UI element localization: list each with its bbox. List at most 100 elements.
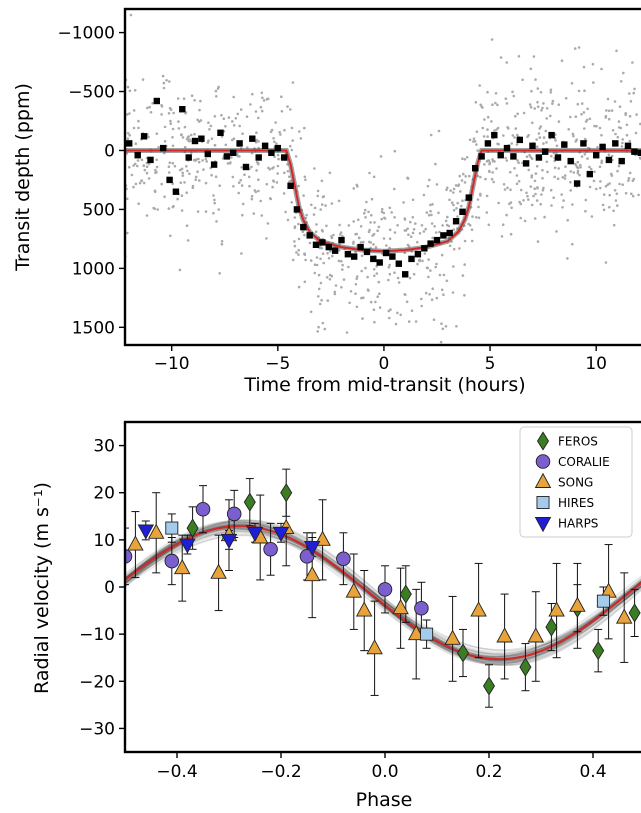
transit-raw-point bbox=[252, 212, 256, 215]
transit-raw-point bbox=[190, 94, 194, 97]
transit-raw-point bbox=[584, 209, 587, 213]
transit-raw-point bbox=[192, 158, 196, 162]
transit-raw-point bbox=[519, 216, 522, 220]
transit-raw-point bbox=[557, 167, 560, 170]
transit-raw-point bbox=[502, 134, 505, 137]
transit-raw-point bbox=[411, 198, 415, 202]
transit-raw-point bbox=[405, 300, 409, 304]
rv-point-feros bbox=[399, 584, 412, 604]
transit-binned-point bbox=[306, 232, 313, 239]
transit-raw-point bbox=[379, 155, 383, 158]
transit-raw-point bbox=[312, 213, 316, 216]
rv-legend-marker-feros bbox=[536, 431, 550, 451]
transit-raw-point bbox=[160, 113, 163, 116]
transit-raw-point bbox=[555, 144, 559, 148]
transit-raw-point bbox=[325, 276, 329, 279]
transit-raw-point bbox=[438, 273, 442, 277]
transit-raw-point bbox=[426, 184, 430, 188]
transit-raw-point bbox=[213, 201, 216, 205]
transit-raw-point bbox=[397, 281, 401, 284]
transit-raw-point bbox=[444, 219, 448, 223]
transit-raw-point bbox=[356, 185, 359, 188]
transit-raw-point bbox=[338, 223, 341, 227]
rv-point-song bbox=[527, 627, 545, 643]
transit-raw-point bbox=[563, 177, 567, 180]
transit-raw-point bbox=[222, 117, 226, 120]
transit-raw-point bbox=[273, 140, 276, 143]
transit-raw-point bbox=[147, 177, 151, 180]
transit-raw-point bbox=[621, 141, 624, 145]
transit-raw-point bbox=[320, 247, 324, 250]
transit-binned-point bbox=[433, 236, 441, 244]
transit-raw-point bbox=[328, 273, 332, 277]
rv-x-tick-label: −0.4 bbox=[156, 762, 197, 782]
transit-raw-point bbox=[459, 190, 462, 193]
transit-raw-point bbox=[199, 99, 202, 103]
transit-raw-point bbox=[352, 242, 355, 245]
transit-raw-point bbox=[502, 183, 506, 186]
transit-raw-point bbox=[268, 168, 272, 171]
transit-raw-point bbox=[147, 162, 151, 166]
transit-raw-point bbox=[239, 178, 242, 182]
transit-raw-point bbox=[380, 207, 384, 211]
transit-y-tick-label: 500 bbox=[83, 200, 115, 220]
rv-point-song bbox=[569, 596, 586, 612]
transit-raw-point bbox=[473, 140, 477, 143]
transit-raw-point bbox=[319, 208, 323, 211]
transit-raw-point bbox=[182, 97, 186, 100]
transit-raw-point bbox=[439, 340, 443, 344]
transit-raw-point bbox=[564, 97, 568, 100]
transit-raw-point bbox=[297, 248, 301, 252]
transit-raw-point bbox=[546, 170, 549, 174]
transit-raw-point bbox=[591, 62, 595, 66]
transit-raw-point bbox=[515, 174, 519, 177]
transit-raw-point bbox=[215, 95, 218, 98]
transit-binned-point bbox=[185, 154, 192, 161]
rv-point-song bbox=[147, 523, 165, 539]
transit-raw-point bbox=[205, 160, 208, 163]
transit-raw-point bbox=[240, 166, 243, 169]
transit-raw-point bbox=[478, 84, 482, 87]
transit-binned-point bbox=[249, 135, 256, 142]
transit-raw-point bbox=[534, 78, 537, 81]
transit-raw-point bbox=[479, 192, 482, 196]
transit-raw-point bbox=[481, 106, 484, 109]
transit-raw-point bbox=[324, 204, 327, 207]
transit-raw-point bbox=[399, 313, 403, 317]
transit-raw-point bbox=[177, 127, 181, 130]
transit-binned-point bbox=[408, 255, 415, 263]
transit-raw-point bbox=[269, 130, 273, 134]
transit-binned-point bbox=[351, 253, 358, 260]
transit-raw-point bbox=[297, 222, 300, 226]
transit-raw-point bbox=[545, 117, 548, 120]
transit-raw-point bbox=[126, 131, 130, 135]
transit-raw-point bbox=[616, 169, 619, 173]
transit-raw-point bbox=[455, 207, 458, 210]
transit-raw-point bbox=[625, 123, 629, 127]
transit-raw-point bbox=[179, 133, 183, 137]
transit-raw-point bbox=[315, 263, 319, 267]
rv-point-feros bbox=[186, 518, 199, 538]
transit-raw-point bbox=[545, 141, 548, 144]
transit-raw-point bbox=[215, 220, 218, 223]
transit-raw-point bbox=[406, 177, 410, 180]
transit-y-tick-label: 1500 bbox=[72, 318, 115, 338]
transit-raw-point bbox=[163, 195, 166, 198]
transit-raw-point bbox=[388, 263, 391, 267]
transit-raw-point bbox=[429, 133, 433, 137]
transit-raw-point bbox=[541, 177, 544, 180]
transit-raw-point bbox=[526, 194, 529, 198]
transit-raw-point bbox=[262, 99, 266, 102]
transit-raw-point bbox=[202, 168, 205, 171]
transit-raw-point bbox=[497, 201, 500, 205]
transit-raw-point bbox=[340, 286, 343, 289]
transit-raw-point bbox=[212, 194, 215, 197]
transit-raw-point bbox=[577, 46, 581, 49]
transit-raw-point bbox=[525, 191, 528, 195]
transit-raw-point bbox=[355, 277, 359, 281]
transit-raw-point bbox=[615, 49, 618, 53]
transit-raw-point bbox=[615, 192, 619, 196]
transit-raw-point bbox=[157, 145, 160, 149]
transit-raw-point bbox=[387, 278, 390, 282]
transit-raw-point bbox=[370, 197, 374, 201]
